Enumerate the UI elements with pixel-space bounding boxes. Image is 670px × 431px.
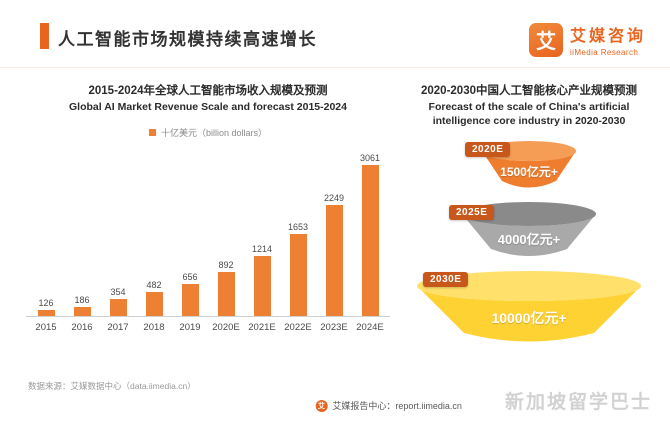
funnel-bowl-shape bbox=[417, 271, 641, 342]
bar bbox=[325, 205, 343, 316]
bar-category-label: 2020E bbox=[212, 322, 240, 333]
bar-category-label: 2018 bbox=[143, 322, 165, 333]
funnel-chart-title-zh: 2020-2030中国人工智能核心产业规模预测 bbox=[421, 85, 637, 97]
bar-value-label: 3061 bbox=[359, 153, 381, 163]
bar-column: 1214 bbox=[244, 244, 280, 316]
bar-column: 656 bbox=[172, 272, 208, 316]
report-center-text: 艾媒报告中心：report.iimedia.cn bbox=[332, 401, 462, 411]
bar bbox=[289, 234, 307, 316]
funnel-year-badge: 2030E bbox=[423, 272, 469, 287]
funnel-tier-2025: 2025E 4000亿元+ bbox=[404, 202, 654, 264]
report-center-bar: 艾 艾媒报告中心：report.iimedia.cn bbox=[315, 399, 462, 412]
brand-logo: 艾 艾媒咨询 iiMedia Research bbox=[528, 22, 646, 57]
brand-name: 艾媒咨询 bbox=[569, 28, 646, 45]
funnel-chart-section: 2020-2030中国人工智能核心产业规模预测 Forecast of the … bbox=[396, 78, 654, 358]
bowl-body bbox=[482, 151, 576, 188]
bar bbox=[361, 165, 379, 316]
bar bbox=[73, 307, 91, 316]
bar-value-label: 186 bbox=[74, 295, 90, 305]
funnel-chart-title-en-1: Forecast of the scale of China's artific… bbox=[428, 101, 630, 113]
bar-category-label: 2023E bbox=[320, 322, 348, 333]
brand-logo-icon: 艾 bbox=[528, 22, 563, 57]
funnel-tier-2030: 2030E 10000亿元+ bbox=[404, 271, 654, 351]
bar-value-label: 1214 bbox=[251, 244, 273, 254]
bar-column: 2249 bbox=[316, 193, 352, 316]
bar-value-label: 354 bbox=[110, 287, 126, 297]
funnel-tier-2020: 2020E 1500亿元+ bbox=[404, 141, 654, 195]
brand-logo-text: 艾媒咨询 iiMedia Research bbox=[570, 22, 646, 57]
legend-label: 十亿美元（billion dollars） bbox=[160, 128, 268, 138]
funnel-year-badge: 2025E bbox=[449, 205, 495, 220]
bar-column: 186 bbox=[64, 295, 100, 316]
bar-chart-title-en: Global AI Market Revenue Scale and forec… bbox=[69, 101, 347, 113]
bar-value-label: 482 bbox=[146, 280, 162, 290]
bowl-body bbox=[462, 214, 596, 256]
bar-category-label: 2017 bbox=[107, 322, 129, 333]
bar-value-label: 126 bbox=[38, 298, 54, 308]
bar-category-label: 2019 bbox=[179, 322, 201, 333]
bar-value-label: 656 bbox=[182, 272, 198, 282]
funnel-value: 10000亿元+ bbox=[491, 310, 567, 326]
watermark-text: 新加坡留学巴士 bbox=[504, 392, 652, 413]
data-source-note: 数据来源：艾媒数据中心（data.iimedia.cn） bbox=[28, 381, 196, 391]
bar-category-label: 2022E bbox=[284, 322, 312, 333]
bar-column: 482 bbox=[136, 280, 172, 316]
bar bbox=[109, 299, 127, 316]
bowl-body bbox=[417, 286, 641, 342]
funnel-value: 1500亿元+ bbox=[500, 165, 558, 179]
bar-value-label: 2249 bbox=[323, 193, 345, 203]
header: 人工智能市场规模持续高速增长 艾 艾媒咨询 iiMedia Research bbox=[0, 0, 670, 68]
funnel-bowl: 4000亿元+ bbox=[461, 202, 597, 264]
funnel-year-badge: 2020E bbox=[465, 142, 511, 157]
bar-axis-labels: 2015 2016 2017 2018 2019 2020E 2021E 2022E 2023E… bbox=[26, 317, 390, 333]
bar bbox=[37, 310, 55, 316]
bar bbox=[253, 256, 271, 316]
bar-column: 1653 bbox=[280, 222, 316, 316]
legend-swatch-icon bbox=[148, 129, 156, 136]
funnel-bowl: 10000亿元+ bbox=[416, 271, 642, 351]
bar-column: 354 bbox=[100, 287, 136, 316]
title-accent-bar bbox=[40, 23, 49, 49]
funnel-chart-title-en-2: intelligence core industry in 2020-2030 bbox=[432, 115, 626, 127]
bar-category-label: 2015 bbox=[35, 322, 57, 333]
bar bbox=[145, 292, 163, 316]
funnel-bowl-shape bbox=[462, 202, 596, 256]
bar-value-label: 892 bbox=[218, 260, 234, 270]
bar-plot: 126 186 354 482 656 892 1214 1653 2249 3061 2015 20… bbox=[26, 147, 390, 333]
bar-plot-area: 126 186 354 482 656 892 1214 1653 2249 3061 bbox=[26, 147, 390, 317]
bar-chart-section: 2015-2024年全球人工智能市场收入规模及预测 Global AI Mark… bbox=[20, 78, 396, 358]
bar-chart-legend: 十亿美元（billion dollars） bbox=[26, 126, 390, 139]
main-content: 2015-2024年全球人工智能市场收入规模及预测 Global AI Mark… bbox=[0, 68, 670, 358]
bar bbox=[217, 272, 235, 316]
brand-subtitle: iiMedia Research bbox=[569, 48, 639, 57]
bar-category-label: 2021E bbox=[248, 322, 276, 333]
bar bbox=[181, 284, 199, 316]
report-center-icon: 艾 bbox=[315, 399, 328, 412]
funnel-value: 4000亿元+ bbox=[497, 232, 561, 247]
bar-value-label: 1653 bbox=[287, 222, 309, 232]
bar-chart-title-zh: 2015-2024年全球人工智能市场收入规模及预测 bbox=[88, 85, 328, 97]
bar-column: 3061 bbox=[352, 153, 388, 316]
bowl-rim bbox=[462, 202, 596, 226]
bar-category-label: 2024E bbox=[356, 322, 384, 333]
bar-category-label: 2016 bbox=[71, 322, 93, 333]
page-title: 人工智能市场规模持续高速增长 bbox=[58, 30, 317, 49]
bar-column: 892 bbox=[208, 260, 244, 316]
bowl-rim bbox=[417, 271, 641, 301]
bar-column: 126 bbox=[28, 298, 64, 316]
funnel-rows: 2020E 1500亿元+ 2025E bbox=[404, 141, 654, 351]
